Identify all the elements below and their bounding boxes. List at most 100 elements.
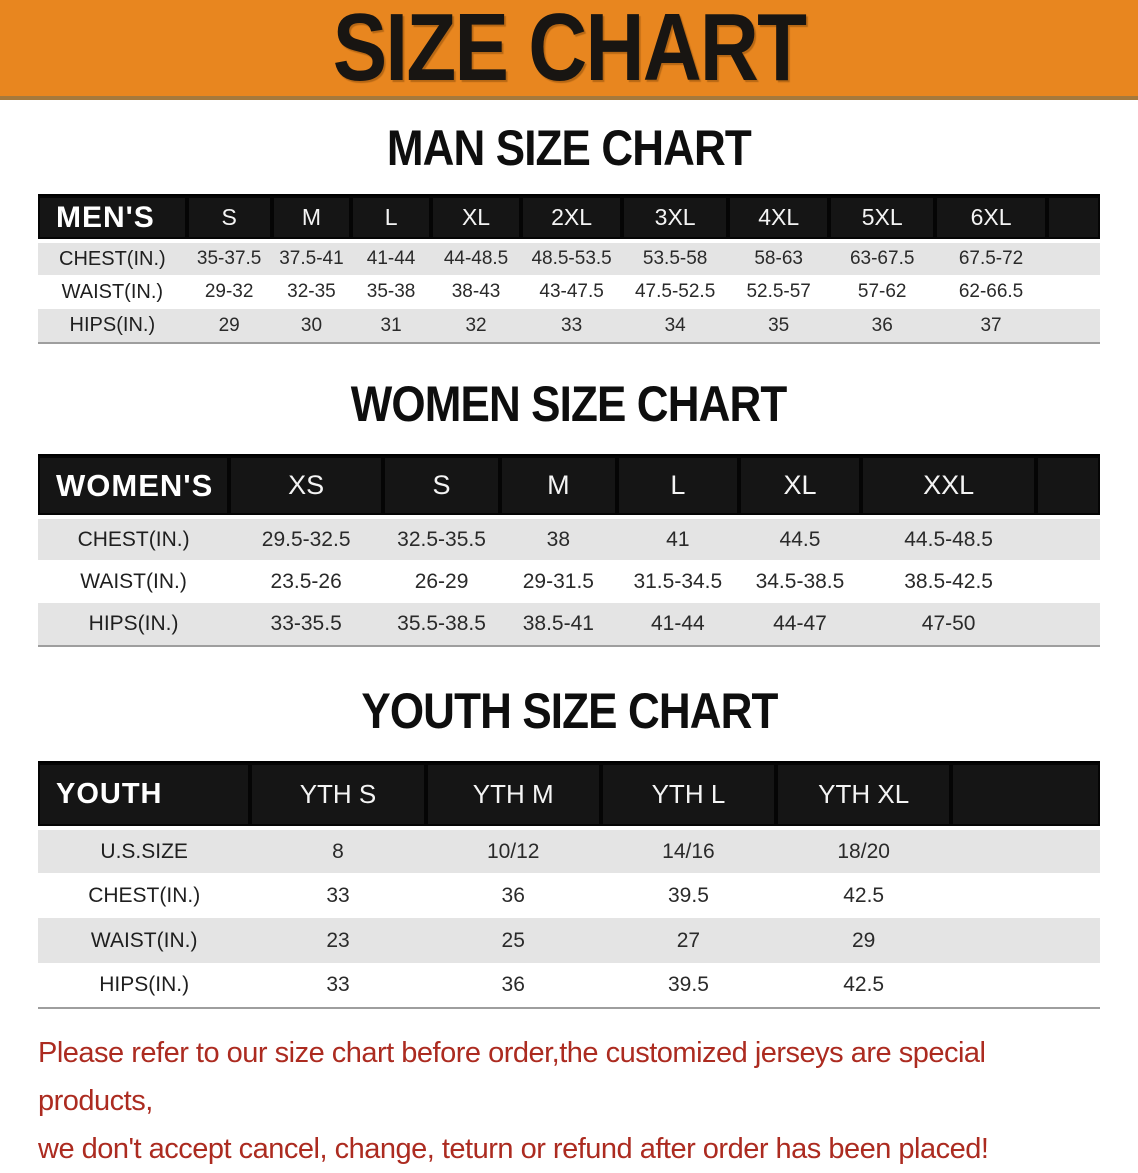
table-cell: 10/12 [486, 839, 540, 863]
order-policy-note: Please refer to our size chart before or… [0, 1029, 1138, 1173]
column-header: 6XL [935, 194, 1047, 243]
table-cell: 41-44 [650, 612, 705, 635]
row-label: WAIST(IN.) [80, 569, 187, 593]
row-label: WAIST(IN.) [61, 280, 164, 303]
table-cell: 35.5-38.5 [397, 612, 486, 635]
table-cell: 33 [326, 883, 350, 907]
table-row: HIPS(IN.) 33-35.5 35.5-38.5 38.5-41 41-44 44-… [38, 603, 1100, 646]
table-header-row: MEN'S S M L XL 2XL 3XL 4XL 5XL 6XL [38, 194, 1100, 243]
column-header: 2XL [521, 194, 623, 243]
table-cell: 29-32 [204, 281, 254, 302]
table-cell: 58-63 [754, 248, 803, 269]
table-cell: 35 [768, 314, 790, 336]
table-row: CHEST(IN.) 35-37.5 37.5-41 41-44 44-48.5 48.5… [38, 241, 1100, 275]
table-cell: 39.5 [668, 973, 709, 996]
table-cell: 14/16 [662, 839, 715, 863]
table-cell: 38-43 [451, 281, 501, 302]
spacer-cell [1047, 275, 1100, 309]
table-cell: 53.5-58 [642, 248, 708, 269]
banner: SIZE CHART [0, 0, 1138, 100]
spacer-cell [1036, 517, 1100, 560]
youth-chart-heading: YOUTH SIZE CHART [0, 685, 1138, 737]
table-row: WAIST(IN.) 23 25 27 29 [38, 918, 1100, 963]
table-cell: 42.5 [843, 973, 885, 996]
column-header: 3XL [622, 194, 729, 243]
column-header: 4XL [728, 194, 830, 243]
table-cell: 44.5-48.5 [904, 527, 993, 551]
table-cell: 31.5-34.5 [633, 569, 723, 593]
table-cell: 8 [332, 839, 344, 863]
table-cell: 42.5 [843, 883, 885, 907]
row-label: HIPS(IN.) [69, 314, 156, 336]
table-cell: 44-47 [773, 612, 827, 635]
spacer-cell [951, 761, 1100, 830]
spacer-cell [951, 828, 1100, 873]
table-corner-label: YOUTH [38, 761, 251, 830]
table-cell: 32 [465, 314, 487, 336]
spacer-cell [951, 963, 1100, 1008]
row-label: CHEST(IN.) [59, 247, 166, 270]
row-label: WAIST(IN.) [90, 928, 198, 952]
table-cell: 62-66.5 [958, 281, 1024, 302]
row-label: HIPS(IN.) [88, 612, 179, 635]
spacer-cell [951, 918, 1100, 963]
table-cell: 23 [326, 928, 350, 952]
table-cell: 32.5-35.5 [397, 527, 486, 551]
column-header: XS [229, 454, 384, 519]
column-header: M [499, 454, 617, 519]
youth-chart-heading-text: YOUTH SIZE CHART [360, 683, 778, 739]
table-corner-label: WOMEN'S [38, 454, 230, 519]
table-cell: 34.5-38.5 [755, 569, 845, 593]
column-header: S [186, 194, 272, 243]
column-header: L [616, 454, 739, 519]
table-row: HIPS(IN.) 33 36 39.5 42.5 [38, 963, 1100, 1008]
column-header: YTH L [600, 761, 777, 830]
table-cell: 67.5-72 [958, 248, 1024, 269]
row-label: CHEST(IN.) [88, 883, 201, 907]
table-cell: 36 [501, 883, 525, 907]
table-cell: 63-67.5 [849, 248, 915, 269]
table-cell: 41-44 [366, 248, 416, 269]
women-chart-heading: WOMEN SIZE CHART [0, 378, 1138, 430]
column-header: XL [430, 194, 522, 243]
spacer-cell [1047, 241, 1100, 275]
table-cell: 44.5 [779, 527, 821, 551]
table-cell: 18/20 [837, 839, 890, 863]
table-cell: 52.5-57 [746, 281, 811, 302]
table-cell: 29-31.5 [522, 569, 594, 593]
table-corner-label: MEN'S [38, 194, 187, 243]
order-policy-line-2: we don't accept cancel, change, teturn o… [38, 1133, 989, 1165]
table-cell: 26-29 [414, 569, 469, 593]
row-label: CHEST(IN.) [77, 527, 190, 551]
row-label: U.S.SIZE [100, 839, 188, 863]
man-chart-heading-text: MAN SIZE CHART [386, 120, 752, 176]
column-header: L [351, 194, 431, 243]
spacer-cell [1036, 603, 1100, 646]
women-chart-heading-text: WOMEN SIZE CHART [351, 376, 788, 432]
table-cell: 34 [664, 314, 686, 336]
table-cell: 47-50 [921, 612, 976, 635]
table-cell: 38.5-42.5 [904, 569, 993, 593]
table-cell: 29 [851, 928, 876, 952]
table-cell: 27 [676, 928, 701, 952]
table-header-row: YOUTH YTH S YTH M YTH L YTH XL [38, 761, 1100, 830]
men-size-table: MEN'S S M L XL 2XL 3XL 4XL 5XL 6XL CHEST(IN.) 35-37… [38, 194, 1100, 344]
table-cell: 44-48.5 [443, 248, 509, 269]
table-header-row: WOMEN'S XS S M L XL XXL [38, 454, 1100, 519]
table-cell: 29 [218, 314, 240, 336]
table-cell: 33 [326, 973, 350, 996]
table-row: WAIST(IN.) 29-32 32-35 35-38 38-43 43-47.5 47.… [38, 275, 1100, 309]
table-row: WAIST(IN.) 23.5-26 26-29 29-31.5 31.5-34.5 34… [38, 560, 1100, 603]
table-cell: 35-37.5 [196, 248, 262, 269]
table-cell: 31 [380, 314, 402, 336]
spacer-cell [1036, 560, 1100, 603]
table-cell: 38.5-41 [522, 612, 594, 635]
table-cell: 29.5-32.5 [261, 527, 351, 551]
table-cell: 43-47.5 [539, 281, 604, 302]
table-row: U.S.SIZE 8 10/12 14/16 18/20 [38, 828, 1100, 873]
table-cell: 41 [666, 527, 690, 551]
table-cell: 36 [871, 314, 893, 336]
table-cell: 38 [546, 527, 571, 551]
spacer-cell [1036, 454, 1100, 519]
